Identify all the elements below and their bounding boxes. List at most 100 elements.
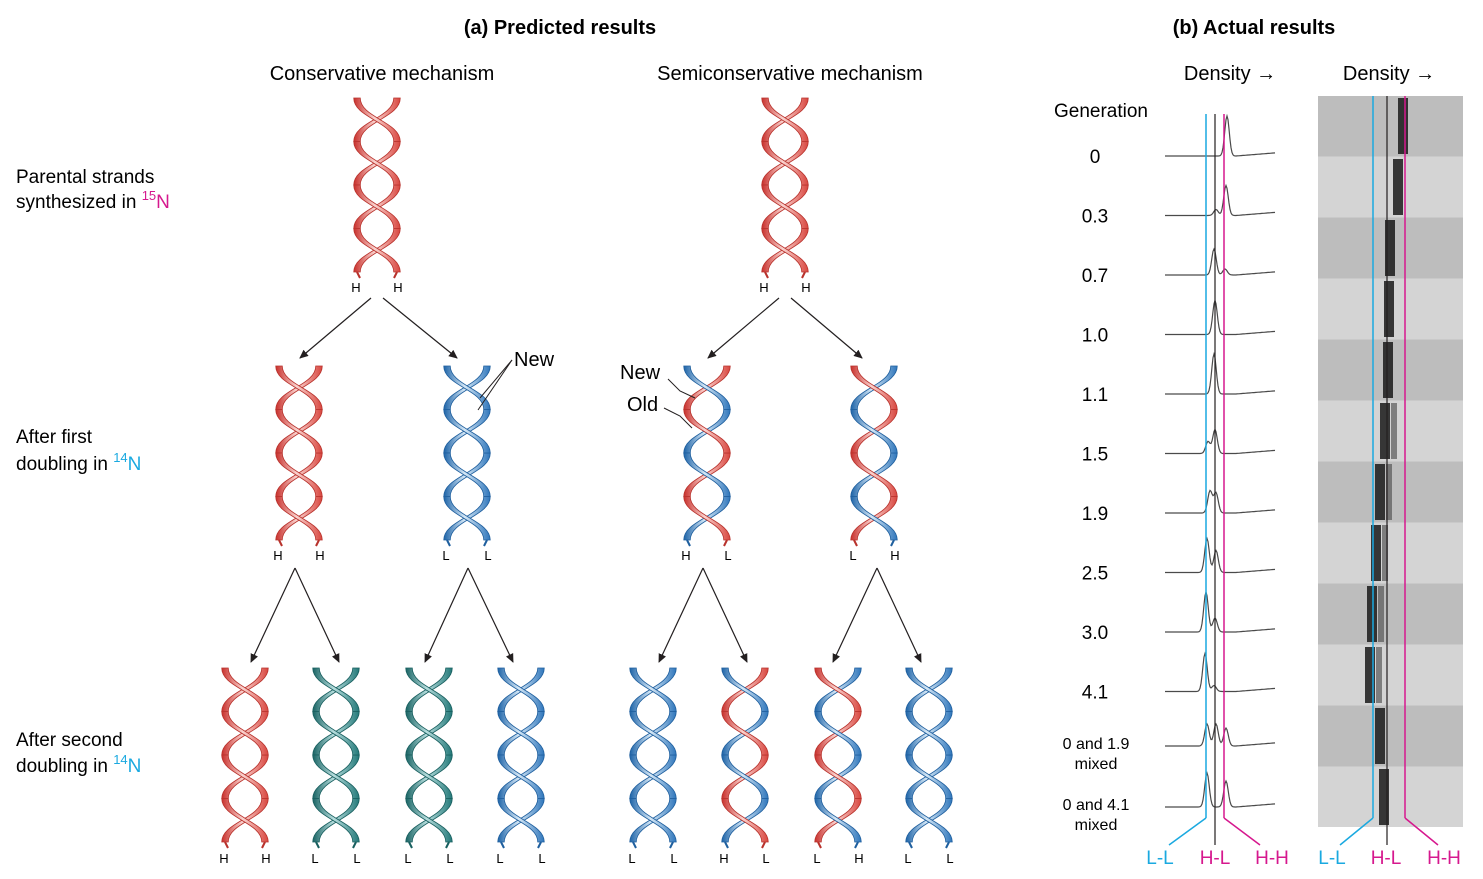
helix-semi-g1-a bbox=[683, 365, 731, 547]
helix-semi-g2-0 bbox=[629, 667, 677, 849]
label-cons-g2-1-right: L bbox=[353, 851, 360, 866]
generation-4: 1.1 bbox=[1082, 385, 1108, 406]
label-cons-g1-b-left: L bbox=[442, 548, 449, 563]
label-semi-g2-1-left: H bbox=[719, 851, 728, 866]
centrifuge-photo bbox=[1318, 96, 1463, 827]
label-semi-parent-right: H bbox=[801, 280, 810, 295]
callout-old-semi: Old bbox=[627, 394, 693, 429]
density-trace-6 bbox=[1165, 489, 1276, 514]
label-cons-g2-0-left: H bbox=[219, 851, 228, 866]
generation-9: 4.1 bbox=[1082, 683, 1108, 704]
helix-semi-g2-2 bbox=[814, 667, 862, 849]
photo-band-9 bbox=[1318, 645, 1463, 705]
row-label-parental-line2: synthesized in 15N bbox=[16, 188, 170, 213]
density-label-traces: Density → bbox=[1184, 63, 1276, 85]
callout-new-semi-text: New bbox=[620, 362, 661, 384]
actual-results-header: (b) Actual results bbox=[1173, 17, 1336, 39]
label-semi-g2-2-left: L bbox=[813, 851, 820, 866]
arrow-cons-g1a-right bbox=[294, 567, 340, 663]
label-semi-g1-a-left: H bbox=[681, 548, 690, 563]
label-cons-g2-0-right: H bbox=[261, 851, 270, 866]
density-trace-3 bbox=[1165, 298, 1276, 336]
arrow-cons-g1b-right bbox=[467, 567, 514, 663]
row-label-first-doubling: After first doubling in 14N bbox=[16, 427, 141, 475]
generation-8: 3.0 bbox=[1082, 623, 1108, 644]
label-cons-g1-b-right: L bbox=[484, 548, 491, 563]
arrow-cons-g1b-left bbox=[424, 567, 469, 663]
label-cons-g2-1-left: L bbox=[311, 851, 318, 866]
label-cons-g2-2-left: L bbox=[404, 851, 411, 866]
ll-label-traces: L-L bbox=[1146, 848, 1173, 869]
mixed-1-line1: 0 and 4.1 bbox=[1063, 797, 1130, 814]
label-semi-g2-3-right: L bbox=[946, 851, 953, 866]
generation-header: Generation bbox=[1054, 101, 1148, 122]
photo-band-10 bbox=[1318, 706, 1463, 766]
label-semi-g1-a-right: L bbox=[724, 548, 731, 563]
label-semi-g2-1-right: L bbox=[762, 851, 769, 866]
photo-band-7 bbox=[1318, 523, 1463, 583]
helix-semi-parent bbox=[761, 97, 809, 279]
hl-label-photo: H-L bbox=[1371, 848, 1402, 869]
row-label-second-line2: doubling in 14N bbox=[16, 752, 141, 777]
helix-semi-g2-1 bbox=[721, 667, 769, 849]
helices-layer bbox=[221, 97, 953, 849]
ll-label-photo: L-L bbox=[1318, 848, 1345, 869]
density-trace-11 bbox=[1165, 770, 1276, 808]
helix-cons-parent bbox=[353, 97, 401, 279]
row-label-first-line2: doubling in 14N bbox=[16, 450, 141, 475]
predicted-results-header: (a) Predicted results bbox=[464, 17, 656, 39]
generation-labels: 0 0.3 0.7 1.0 1.1 1.5 1.9 2.5 3.0 4.1 0 and 1.9 mix… bbox=[1063, 147, 1130, 834]
row-label-second-line1: After second bbox=[16, 730, 123, 751]
arrow-cons-p-right bbox=[382, 297, 458, 359]
density-trace-7 bbox=[1165, 536, 1276, 574]
density-trace-10 bbox=[1165, 722, 1276, 747]
density-label-photo: Density → bbox=[1343, 63, 1435, 85]
helix-cons-g2-3 bbox=[497, 667, 545, 849]
helix-cons-g2-0 bbox=[221, 667, 269, 849]
label-cons-parent-left: H bbox=[351, 280, 360, 295]
helix-cons-g2-2 bbox=[405, 667, 453, 849]
helix-semi-g1-b bbox=[850, 365, 898, 547]
label-semi-g2-0-right: L bbox=[670, 851, 677, 866]
label-semi-g2-3-left: L bbox=[904, 851, 911, 866]
arrow-cons-p-left bbox=[299, 297, 372, 359]
callout-new-conservative-text: New bbox=[514, 349, 555, 371]
bottom-labels-photo: L-L H-L H-H bbox=[1318, 848, 1461, 869]
label-semi-parent-left: H bbox=[759, 280, 768, 295]
photo-band-1 bbox=[1318, 157, 1463, 217]
arrow-semi-p-right bbox=[790, 297, 863, 359]
arrow-semi-g1a-left bbox=[658, 567, 704, 663]
conservative-mechanism-title: Conservative mechanism bbox=[270, 63, 495, 85]
mixed-1-line2: mixed bbox=[1075, 817, 1118, 834]
density-trace-4 bbox=[1165, 351, 1276, 395]
photo-band-0 bbox=[1318, 96, 1463, 156]
mixed-0-line2: mixed bbox=[1075, 756, 1118, 773]
generation-2: 0.7 bbox=[1082, 266, 1108, 287]
hl-label-traces: H-L bbox=[1200, 848, 1231, 869]
label-cons-g2-2-right: L bbox=[446, 851, 453, 866]
label-semi-g2-0-left: L bbox=[628, 851, 635, 866]
label-cons-parent-right: H bbox=[393, 280, 402, 295]
photo-band-8 bbox=[1318, 584, 1463, 644]
density-trace-1 bbox=[1165, 183, 1276, 217]
row-label-first-line1: After first bbox=[16, 427, 93, 448]
density-trace-9 bbox=[1165, 651, 1276, 693]
arrow-semi-p-left bbox=[707, 297, 780, 359]
label-cons-g2-3-left: L bbox=[496, 851, 503, 866]
density-trace-5 bbox=[1165, 427, 1276, 455]
callout-new-semi: New bbox=[620, 362, 696, 399]
photo-band-5 bbox=[1318, 401, 1463, 461]
generation-0: 0 bbox=[1090, 147, 1101, 168]
photo-band-11 bbox=[1318, 767, 1463, 827]
arrow-semi-g1b-right bbox=[876, 567, 922, 663]
